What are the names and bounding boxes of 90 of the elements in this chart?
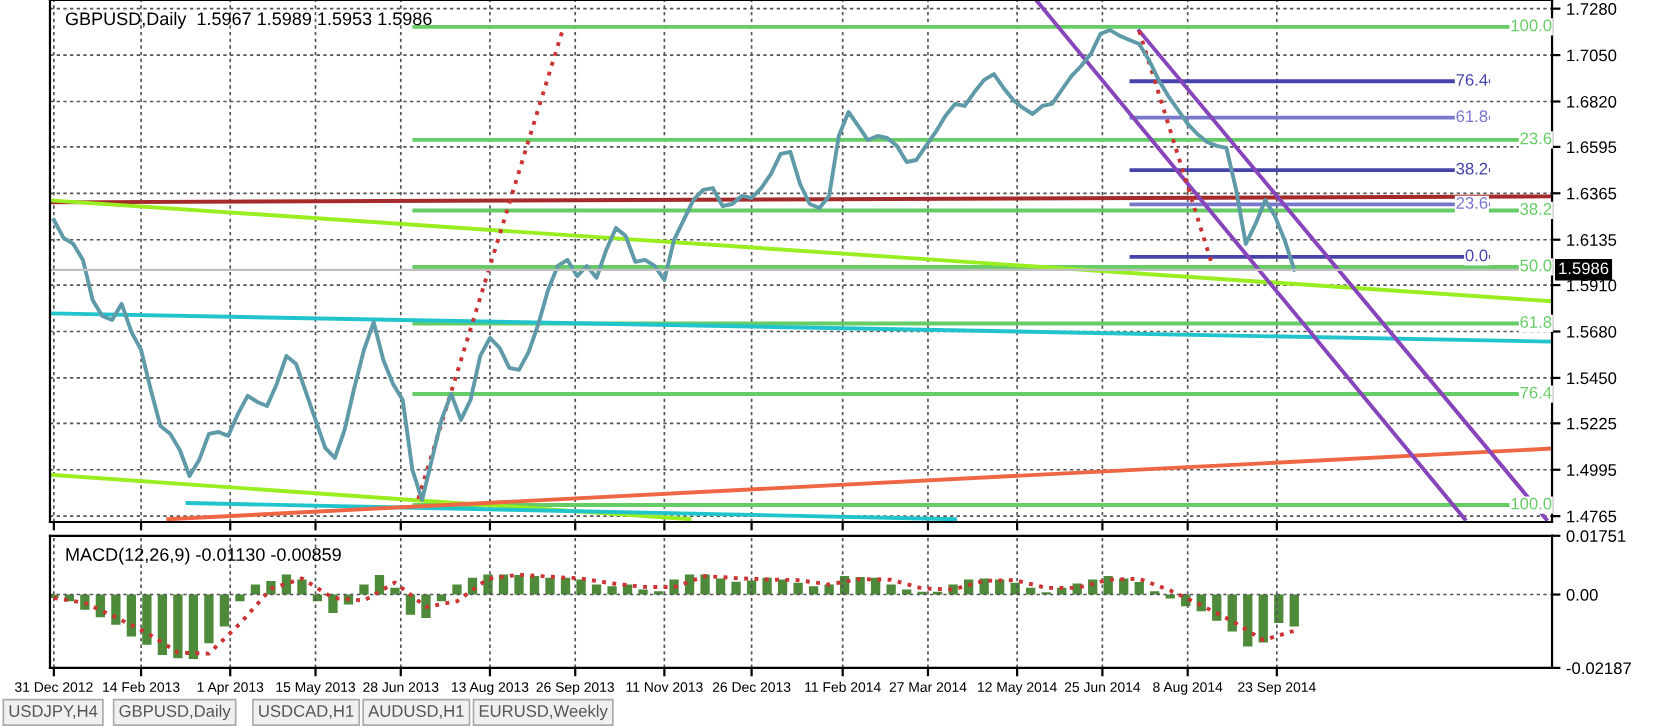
- bar: [452, 584, 462, 595]
- text: USDJPY,H4: [9, 705, 98, 719]
- bar: [1212, 594, 1222, 621]
- bar: [824, 584, 834, 595]
- bar: [390, 587, 400, 595]
- bar: [529, 576, 540, 595]
- bar: [1119, 578, 1129, 595]
- y-tick-label: 1.5910: [1567, 279, 1617, 292]
- bar: [328, 594, 338, 613]
- line-series: [51, 572, 1297, 656]
- line-series: [51, 28, 1297, 502]
- text: AUDUSD,H1: [368, 705, 464, 719]
- series-label: 23.6: [1456, 197, 1488, 209]
- y-tick-label: 1.5680: [1567, 325, 1617, 338]
- bar: [545, 577, 555, 595]
- y-tick-label: 1.6820: [1567, 95, 1617, 108]
- y-tick-label: 1.6365: [1567, 187, 1617, 200]
- bar: [1227, 594, 1237, 632]
- y-tick-label: 0.00: [1566, 588, 1598, 601]
- bar: [142, 594, 152, 645]
- series-label: 76.4: [1520, 386, 1552, 399]
- bar: [498, 574, 509, 595]
- bar: [421, 594, 431, 619]
- bar: [1258, 594, 1268, 643]
- bar: [886, 584, 896, 595]
- text: USDCAD,H1: [259, 705, 354, 719]
- bar: [1088, 579, 1098, 595]
- bar: [297, 579, 307, 595]
- bar: [669, 579, 679, 595]
- series-label: 100.0: [1511, 19, 1552, 32]
- bar: [808, 586, 819, 595]
- bar: [684, 574, 695, 595]
- bar: [157, 594, 168, 655]
- y-tick-label: 1.4995: [1567, 464, 1617, 476]
- text: MACD(12,26,9) -0.01130 -0.00859: [66, 547, 341, 565]
- bar: [188, 594, 199, 659]
- series-label: 76.4: [1456, 73, 1488, 86]
- bar: [204, 594, 214, 644]
- bar: [746, 580, 757, 595]
- bar: [1243, 594, 1253, 647]
- bar: [560, 577, 571, 595]
- y-tick-label: 0.01751: [1566, 530, 1626, 542]
- bar: [576, 579, 586, 595]
- bar: [762, 577, 772, 595]
- y-tick-label: 1.7280: [1567, 3, 1617, 15]
- bar: [1289, 594, 1299, 627]
- bar: [405, 594, 416, 615]
- bar: [250, 584, 261, 595]
- text: GBPUSD,Daily 1.5967 1.5989 1.5953 1.5986: [65, 11, 432, 29]
- bar: [1026, 587, 1036, 595]
- bar: [514, 575, 524, 595]
- bar: [235, 594, 245, 602]
- bar: [700, 574, 710, 595]
- text: GBPUSD,Daily: [119, 704, 231, 721]
- bar: [173, 594, 183, 659]
- bar: [359, 584, 369, 595]
- bar: [731, 581, 741, 595]
- bar: [591, 584, 602, 595]
- bar: [219, 594, 230, 627]
- ref-line-label: 1.5986: [1559, 262, 1609, 275]
- series-label: 61.8: [1520, 316, 1552, 328]
- bar: [374, 575, 385, 595]
- bar: [111, 594, 121, 625]
- bar: [1134, 582, 1144, 595]
- bar: [126, 594, 137, 637]
- bar: [995, 579, 1005, 595]
- bar: [607, 586, 617, 595]
- y-tick-label: 1.5450: [1567, 372, 1617, 385]
- series-label: 38.2: [1456, 162, 1488, 175]
- bar: [715, 578, 726, 595]
- y-tick-label: -0.02187: [1566, 662, 1631, 675]
- bar: [281, 574, 292, 595]
- series-label: 50.0: [1520, 259, 1552, 272]
- y-tick-label: 1.6595: [1567, 141, 1617, 154]
- text: EURUSD,Weekly: [479, 704, 608, 721]
- bar: [777, 579, 788, 595]
- series-label: 23.6: [1520, 132, 1552, 145]
- series-label: 0.0: [1465, 249, 1488, 262]
- bar: [979, 578, 989, 595]
- series-label: 61.8: [1456, 110, 1488, 123]
- bar: [638, 589, 648, 595]
- y-tick-label: 1.4765: [1567, 510, 1617, 523]
- bar: [793, 582, 803, 595]
- series-label: 38.2: [1520, 203, 1552, 215]
- bar: [855, 577, 865, 595]
- y-tick-label: 1.7050: [1567, 49, 1617, 62]
- y-tick-label: 1.5225: [1567, 417, 1617, 430]
- series-label: 100.0: [1511, 497, 1552, 510]
- y-tick-label: 1.6135: [1567, 234, 1617, 246]
- bar: [80, 594, 90, 610]
